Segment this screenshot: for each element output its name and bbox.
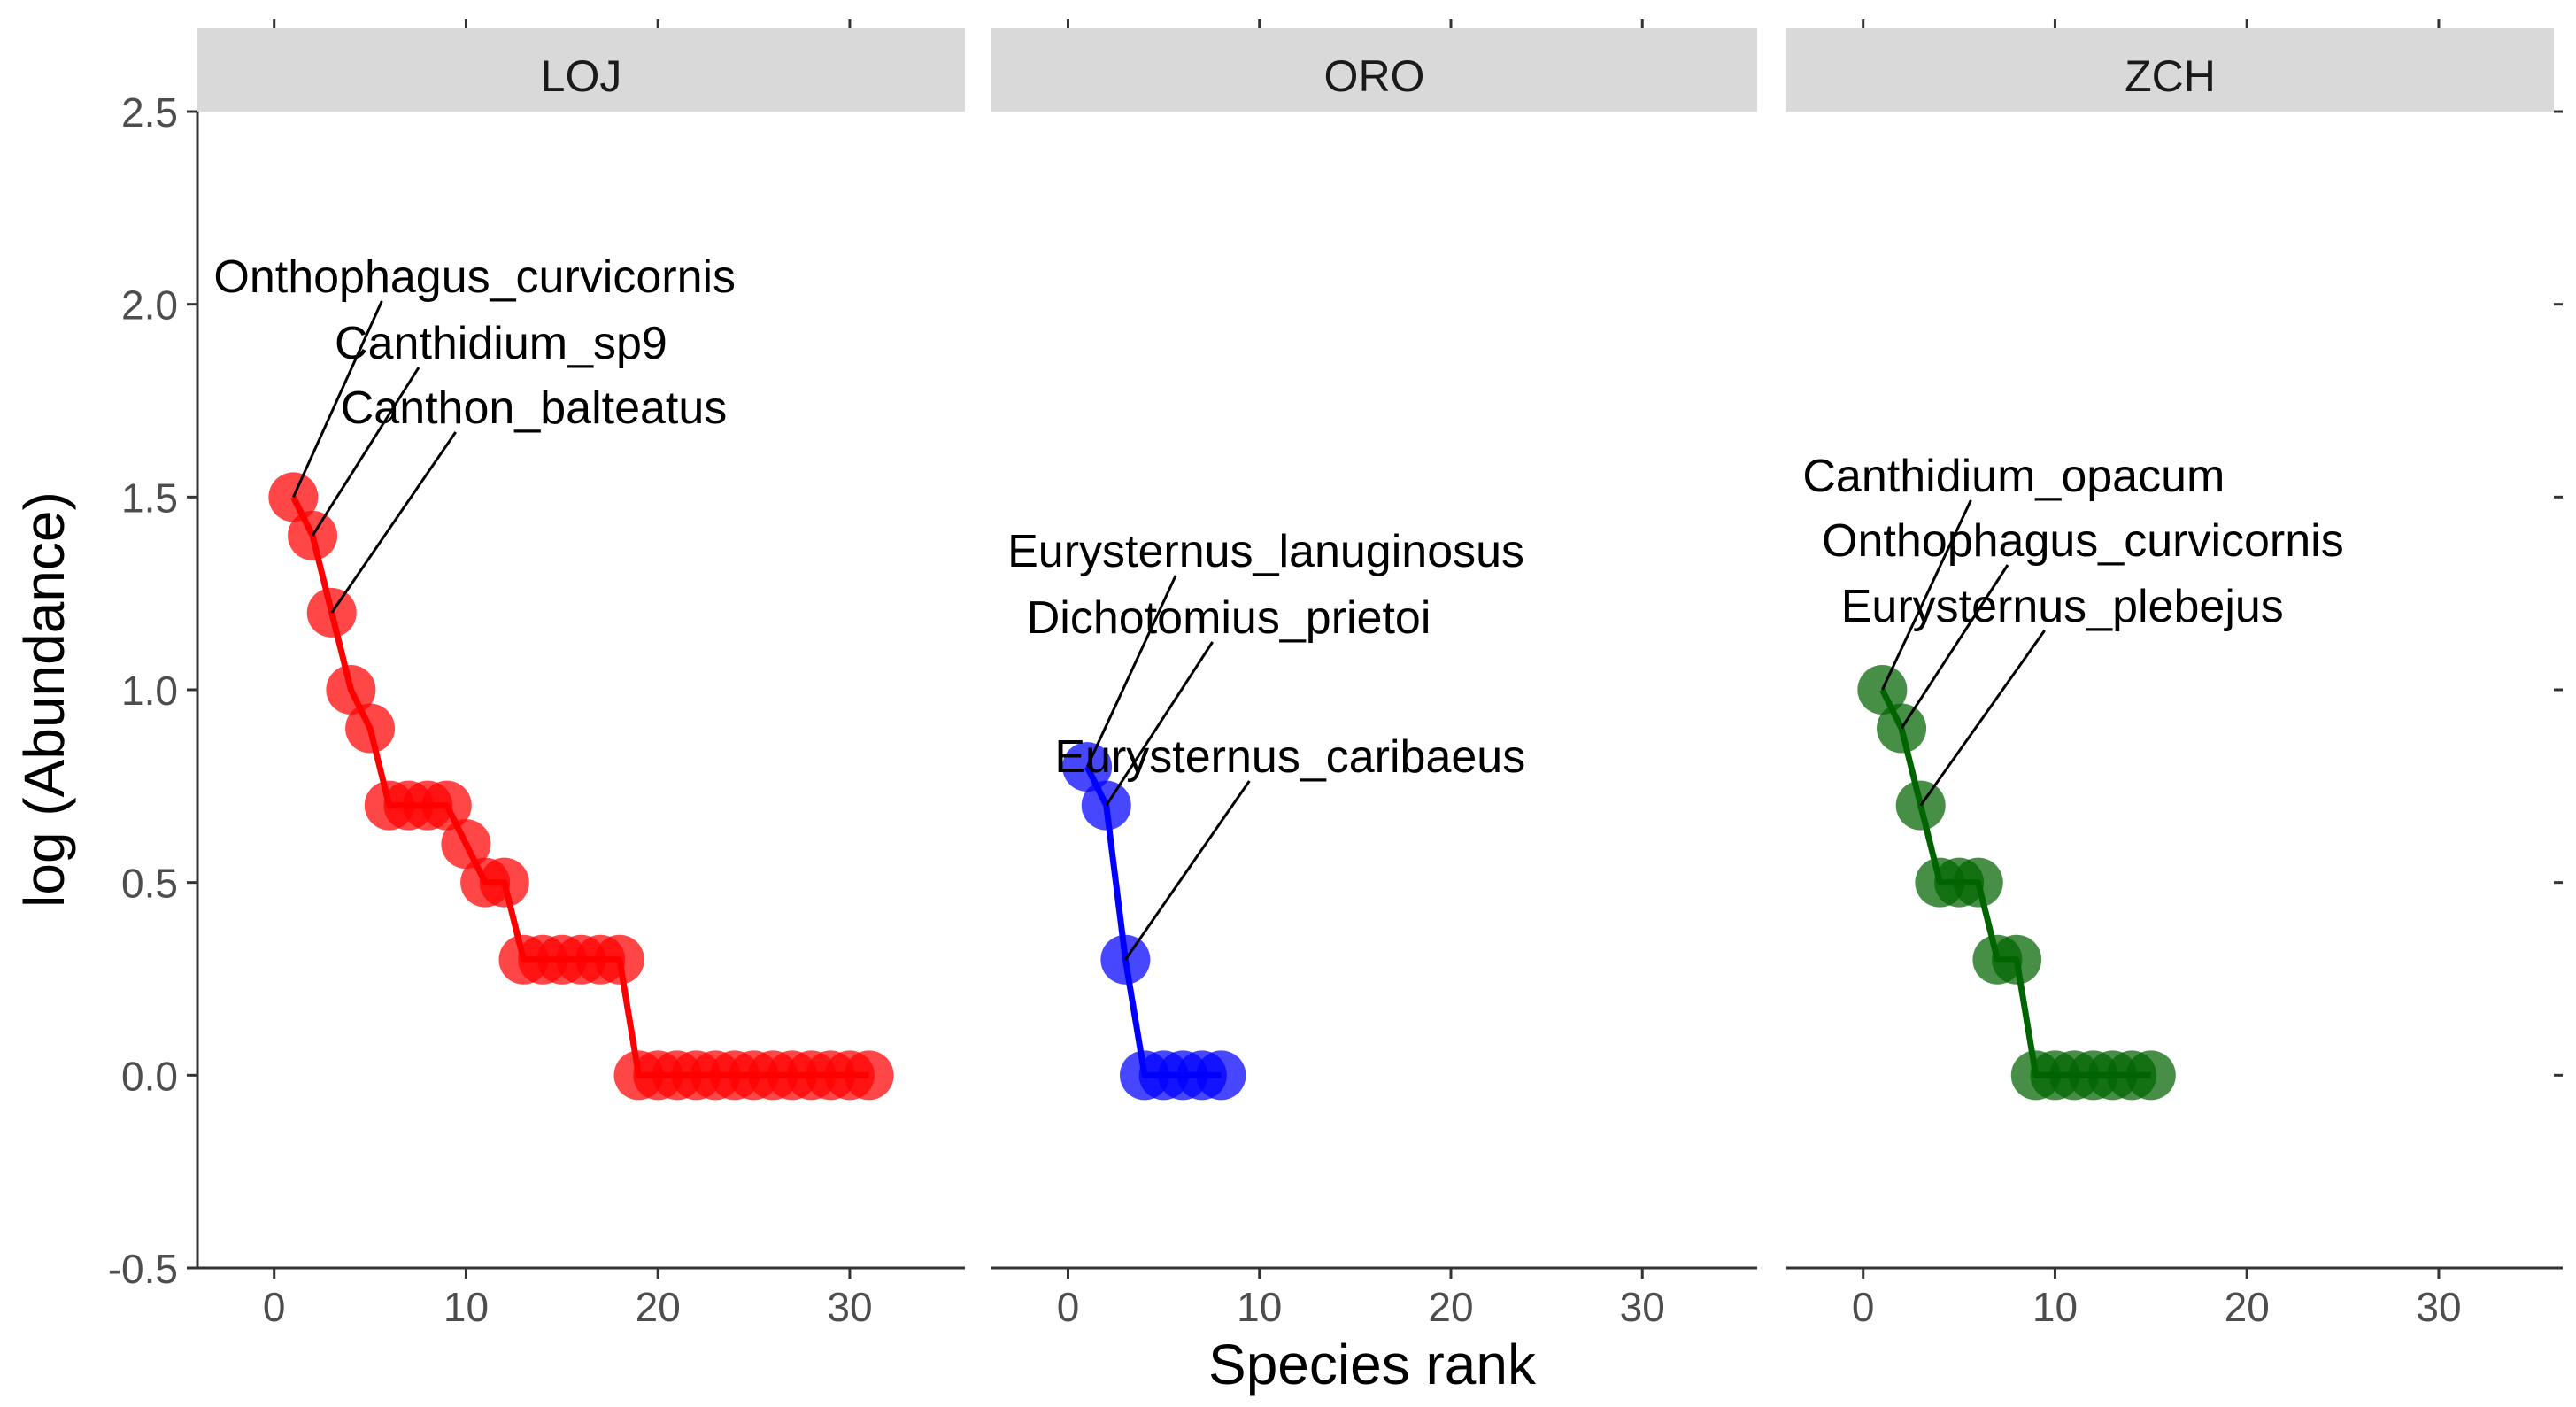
label-leader-line	[1881, 499, 1972, 691]
x-tick-label: 20	[1428, 1284, 1473, 1330]
species-label: Eurysternus_plebejus	[1841, 581, 2284, 632]
data-point	[421, 780, 472, 831]
species-label: Canthidium_opacum	[1802, 451, 2225, 502]
data-point	[1953, 857, 2003, 908]
y-axis-title: log (Abundance)	[12, 491, 76, 908]
data-point	[479, 857, 529, 908]
strip-header	[197, 28, 965, 112]
label-leader-line	[292, 300, 383, 498]
species-label: Eurysternus_lanuginosus	[1007, 526, 1524, 577]
species-label: Dichotomius_prietoi	[1027, 592, 1431, 644]
x-tick-label: 10	[443, 1284, 489, 1330]
strip-header	[991, 28, 1757, 112]
species-label: Canthidium_sp9	[335, 318, 667, 369]
x-tick-label: 20	[636, 1284, 681, 1330]
y-tick-label: 0.5	[121, 861, 178, 907]
data-point	[345, 703, 396, 754]
label-leader-line	[1085, 575, 1177, 768]
species-label: Onthophagus_curvicornis	[1822, 515, 2344, 567]
label-leader-line	[1900, 564, 2009, 730]
strip-header	[1786, 28, 2554, 112]
species-label: Eurysternus_caribaeus	[1054, 731, 1525, 783]
x-tick-label: 0	[263, 1284, 286, 1330]
y-tick-label: -0.5	[108, 1246, 178, 1292]
data-point	[326, 665, 376, 715]
label-leader-line	[1919, 630, 2046, 807]
panel-oro: ORO 0 10 20 30 Eurysternus_lanuginosus Dichoto…	[991, 19, 1757, 1330]
strip-label: ORO	[1324, 51, 1425, 101]
x-tick-label: 30	[827, 1284, 872, 1330]
species-label: Onthophagus_curvicornis	[213, 251, 736, 303]
x-tick-label: 10	[1237, 1284, 1282, 1330]
label-leader-line	[1124, 780, 1251, 961]
label-leader-line	[330, 431, 457, 614]
y-tick-label: 1.5	[121, 475, 178, 521]
data-point	[2125, 1050, 2176, 1101]
strip-label: LOJ	[541, 51, 622, 101]
x-tick-label: 10	[2032, 1284, 2078, 1330]
data-point	[441, 819, 491, 870]
x-tick-label: 30	[1620, 1284, 1665, 1330]
label-leader-line	[1105, 641, 1215, 807]
x-tick-label: 0	[1057, 1284, 1080, 1330]
y-tick-label: 1.0	[121, 668, 178, 714]
x-axis-title: Species rank	[1208, 1333, 1537, 1396]
data-point	[844, 1050, 894, 1101]
data-point	[594, 934, 644, 985]
panel-loj: LOJ 0 10 20 30 Onthophagus_curvicornis Canthid…	[197, 19, 965, 1330]
panel-zch: ZCH 0 10 20 30 Canthidium_opacum Onthophagus_c…	[1786, 19, 2554, 1330]
y-tick-label: 2.5	[121, 89, 178, 135]
data-point	[1992, 934, 2042, 985]
data-point	[1196, 1050, 1246, 1101]
strip-label: ZCH	[2125, 51, 2216, 101]
x-tick-label: 0	[1852, 1284, 1875, 1330]
y-tick-label: 2.0	[121, 282, 178, 329]
label-leader-line	[311, 367, 420, 537]
x-tick-label: 30	[2416, 1284, 2461, 1330]
species-label: Canthon_balteatus	[341, 383, 728, 434]
y-tick-label: 0.0	[121, 1053, 178, 1099]
x-tick-label: 20	[2225, 1284, 2270, 1330]
